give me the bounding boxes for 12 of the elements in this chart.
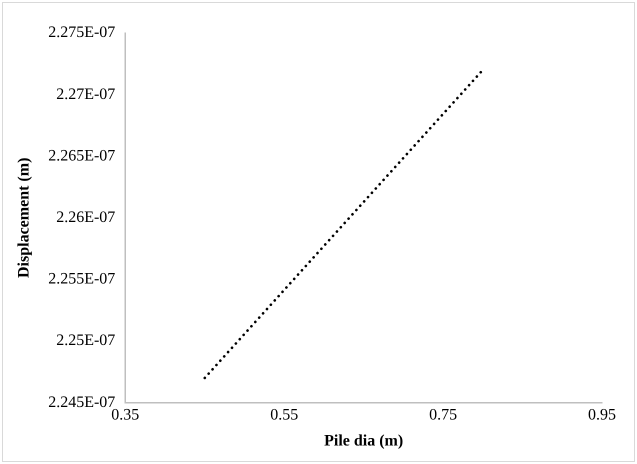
x-tick-label: 0.95 xyxy=(588,406,616,424)
y-tick-label: 2.265E-07 xyxy=(48,147,116,164)
x-tick-label: 0.75 xyxy=(429,406,458,424)
y-tick-label: 2.27E-07 xyxy=(56,86,116,103)
y-tick-label: 2.26E-07 xyxy=(56,209,116,226)
x-tick-label: 0.55 xyxy=(270,406,298,424)
x-axis-title: Pile dia (m) xyxy=(324,432,404,450)
y-tick-label: 2.255E-07 xyxy=(48,270,116,288)
x-tick-label: 0.35 xyxy=(111,406,140,424)
y-tick-label: 2.275E-07 xyxy=(48,24,116,42)
y-tick-label: 2.25E-07 xyxy=(56,332,116,350)
y-axis-title: Displacement (m) xyxy=(16,158,33,278)
